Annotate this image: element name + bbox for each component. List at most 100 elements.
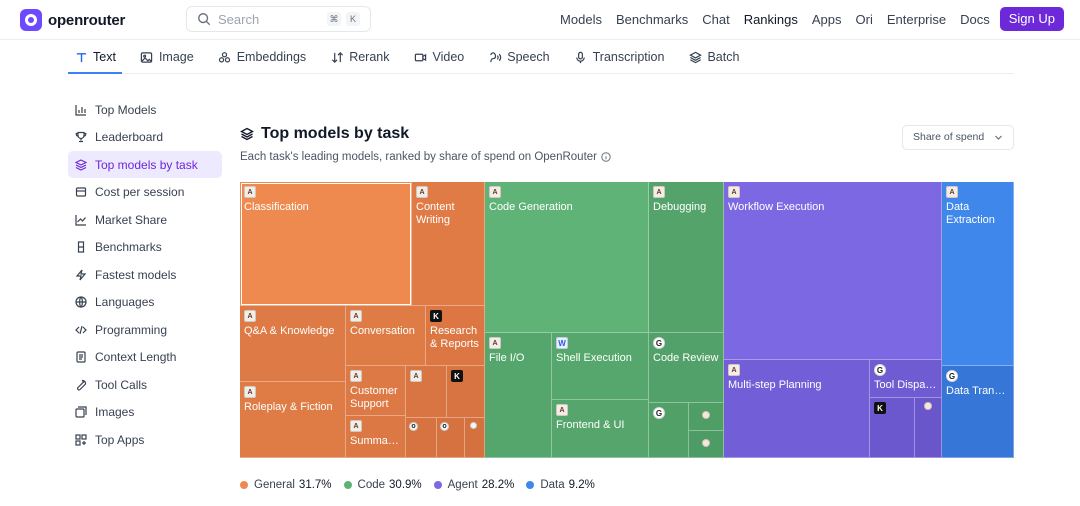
treemap-tile-debugging[interactable]: A Debugging [649,182,724,333]
nav-models[interactable]: Models [560,11,602,27]
tab-text[interactable]: Text [68,41,122,74]
anthropic-icon: A [728,364,740,376]
page-title-text: Top models by task [261,125,410,142]
treemap-tile-tool-dispatch[interactable]: G Tool Dispa… [870,360,942,398]
treemap-tile-small-general-1[interactable]: A [406,366,447,418]
nav-ori[interactable]: Ori [855,11,873,27]
legend-dot [343,481,352,489]
nav-apps[interactable]: Apps [811,11,842,27]
sidebar-item-cost-per-session[interactable]: Cost per session [68,179,222,206]
legend-dot [526,481,535,489]
legend-item-data: Data 9.2% [526,479,595,491]
openai-icon: G [653,337,665,349]
sidebar-item-images[interactable]: Images [68,399,222,426]
sidebar-item-context-length[interactable]: Context Length [68,344,222,371]
tab-speech[interactable]: Speech [482,41,555,73]
legend-value: 28.2% [481,479,515,491]
sidebar-item-label: Tool Calls [95,377,148,392]
sign-up-button[interactable]: Sign Up [999,7,1064,31]
treemap-tile-frontend-ui[interactable]: A Frontend & UI [552,400,649,458]
treemap-tile-data-extraction[interactable]: A Data Extraction [942,182,1014,366]
tile-label: Customer Support [350,385,398,410]
treemap-tile-workflow-execution[interactable]: A Workflow Execution [724,182,942,360]
bar-chart-icon [74,103,87,116]
tile-label: Conversation [350,325,415,337]
kimi-icon: K [430,310,442,322]
sidebar-item-market-share[interactable]: Market Share [68,206,222,233]
sidebar-item-programming[interactable]: Programming [68,316,222,343]
sidebar-item-top-apps[interactable]: Top Apps [68,426,222,453]
sidebar-item-benchmarks[interactable]: Benchmarks [68,234,222,261]
treemap-tile-small-general-5[interactable] [465,418,485,458]
nav-rankings[interactable]: Rankings [743,11,798,27]
anthropic-icon [702,411,710,419]
search-box[interactable]: ⌘ K [186,6,371,32]
sidebar-item-label: Leaderboard [95,130,164,144]
treemap-tile-roleplay-fiction[interactable]: A Roleplay & Fiction [240,382,346,458]
tab-batch[interactable]: Batch [682,41,745,73]
nav-docs[interactable]: Docs [960,11,990,27]
tile-label: Frontend & UI [556,419,625,431]
tab-rerank[interactable]: Rerank [324,41,395,73]
kimi-icon: K [874,402,886,414]
nav-chat[interactable]: Chat [702,11,730,27]
treemap-tile-qa-knowledge[interactable]: A Q&A & Knowledge [240,306,346,382]
modality-tabs: Text Image Embeddings Rerank Video Speec… [68,41,1014,74]
nav-benchmarks[interactable]: Benchmarks [615,11,689,27]
tile-label: File I/O [489,352,525,364]
sidebar-item-leaderboard[interactable]: Leaderboard [68,124,222,151]
tile-label: Content Writing [416,201,455,226]
treemap-tile-file-io[interactable]: A File I/O [485,333,552,458]
treemap-tile-small-general-3[interactable]: o [406,418,437,458]
treemap-tile-small-general-2[interactable]: K [447,366,485,418]
treemap-tile-customer-support[interactable]: A Customer Support [346,366,406,416]
openai-icon: G [653,407,665,419]
anthropic-icon [924,402,932,410]
treemap-tile-code-generation[interactable]: A Code Generation [485,182,649,333]
treemap-tile-small-agent-1[interactable]: K [870,398,915,458]
anthropic-icon: A [350,310,362,322]
sidebar-item-fastest-models[interactable]: Fastest models [68,261,222,288]
legend-label: Data [540,479,565,491]
info-icon[interactable] [601,152,611,162]
tab-transcription[interactable]: Transcription [568,41,671,73]
treemap-tile-small-agent-2[interactable] [915,398,942,458]
tab-embeddings[interactable]: Embeddings [212,41,313,73]
treemap-tile-summarization[interactable]: A Summar… [346,416,406,458]
anthropic-icon: A [244,186,256,198]
top-nav: openrouter ⌘ K Models Benchmarks Chat Ra… [0,0,1080,40]
nav-enterprise[interactable]: Enterprise [886,11,947,27]
tile-label: Summar… [350,435,402,447]
treemap-tile-small-general-4[interactable]: o [437,418,465,458]
treemap-tile-conversation[interactable]: A Conversation [346,306,426,366]
treemap-tile-data-transformation[interactable]: G Data Transform… [942,366,1014,458]
treemap-tile-multi-step-planning[interactable]: A Multi-step Planning [724,360,870,458]
metric-select[interactable]: Share of spend [902,125,1014,150]
treemap-tile-code-review[interactable]: G Code Review [649,333,724,403]
tab-video[interactable]: Video [407,41,470,73]
sidebar-item-languages[interactable]: Languages [68,289,222,316]
treemap-tile-small-code-3[interactable] [689,431,724,458]
trend-icon [74,213,87,226]
legend-dot [240,481,248,489]
treemap-tile-classification[interactable]: A Classification [240,182,412,306]
brand-logo[interactable]: openrouter [20,9,125,31]
sidebar-item-top-models-by-task[interactable]: Top models by task [68,151,222,178]
tile-label: Shell Execution [556,352,632,364]
treemap-tile-research-reports[interactable]: K Research & Reports [426,306,485,366]
document-icon [74,351,87,364]
treemap-tile-shell-execution[interactable]: W Shell Execution [552,333,649,400]
shortcut-cmd-key: ⌘ [327,12,341,26]
sidebar-item-tool-calls[interactable]: Tool Calls [68,371,222,398]
video-icon [413,50,427,64]
treemap-tile-small-code-2[interactable] [689,403,724,431]
anthropic-icon: A [350,370,362,382]
tab-label: Transcription [592,50,665,64]
openai-icon: o [440,422,449,431]
treemap-tile-content-writing[interactable]: A Content Writing [412,182,485,306]
sidebar-item-top-models[interactable]: Top Models [68,96,222,123]
sidebar-item-label: Context Length [95,350,177,364]
tab-image[interactable]: Image [134,41,200,73]
treemap-tile-small-code-1[interactable]: G [649,403,689,458]
search-input[interactable] [218,11,318,27]
